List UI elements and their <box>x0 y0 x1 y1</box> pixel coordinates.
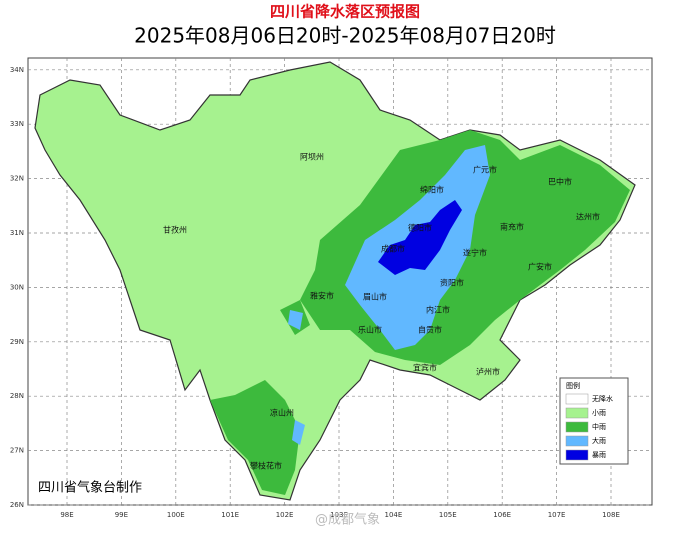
lat-tick-label: 29N <box>10 338 24 346</box>
lat-tick-label: 27N <box>10 447 24 455</box>
rainstorm <box>378 200 462 275</box>
lon-tick-label: 107E <box>548 511 566 519</box>
city-label: 达州市 <box>576 212 600 222</box>
lat-tick-label: 31N <box>10 229 24 237</box>
city-label: 绵阳市 <box>420 185 444 195</box>
lon-tick-label: 105E <box>439 511 457 519</box>
legend-swatch <box>565 407 589 419</box>
city-label: 泸州市 <box>476 367 500 377</box>
legend-swatch <box>565 435 589 447</box>
lon-tick-label: 101E <box>221 511 239 519</box>
city-label: 成都市 <box>381 244 405 254</box>
watermark: @成都气象 <box>315 512 380 528</box>
city-label: 遂宁市 <box>463 248 487 258</box>
subtitle: 2025年08月06日20时-2025年08月07日20时 <box>134 24 556 48</box>
city-label: 自贡市 <box>418 325 442 335</box>
city-label: 南充市 <box>500 222 524 232</box>
city-label: 德阳市 <box>408 223 432 233</box>
lat-tick-label: 28N <box>10 392 24 400</box>
lon-tick-label: 108E <box>602 511 620 519</box>
legend-label: 无降水 <box>592 394 613 403</box>
city-label: 资阳市 <box>440 278 464 288</box>
city-label: 宜宾市 <box>413 363 437 373</box>
city-label: 雅安市 <box>310 291 334 301</box>
legend-box <box>559 377 629 465</box>
city-label: 广元市 <box>473 165 497 175</box>
city-label: 广安市 <box>528 262 552 272</box>
lon-tick-label: 103E <box>330 511 348 519</box>
lat-tick-label: 26N <box>10 501 24 509</box>
lat-tick-label: 32N <box>10 175 24 183</box>
lat-tick-label: 30N <box>10 283 24 291</box>
legend-swatch <box>565 393 589 405</box>
title: 四川省降水落区预报图 <box>270 3 420 21</box>
lon-tick-label: 98E <box>60 511 73 519</box>
lat-tick-label: 33N <box>10 120 24 128</box>
legend-swatch <box>565 449 589 461</box>
legend-label: 中雨 <box>592 422 606 431</box>
legend-title: 图例 <box>566 381 580 390</box>
lon-tick-label: 106E <box>493 511 511 519</box>
legend-label: 暴雨 <box>592 451 606 459</box>
city-label: 内江市 <box>426 305 450 315</box>
lon-tick-label: 102E <box>276 511 294 519</box>
credit: 四川省气象台制作 <box>38 480 142 496</box>
lat-tick-label: 34N <box>10 66 24 74</box>
city-label: 眉山市 <box>363 292 387 302</box>
lon-tick-label: 99E <box>115 511 128 519</box>
lon-tick-label: 104E <box>385 511 403 519</box>
city-label: 乐山市 <box>358 325 382 335</box>
city-label: 甘孜州 <box>163 225 187 235</box>
legend-label: 小雨 <box>592 408 606 417</box>
city-label: 巴中市 <box>548 177 572 187</box>
city-label: 攀枝花市 <box>250 461 282 471</box>
legend-swatch <box>565 421 589 433</box>
city-label: 凉山州 <box>270 408 294 418</box>
lon-tick-label: 100E <box>167 511 185 519</box>
city-label: 阿坝州 <box>300 153 324 162</box>
legend-label: 大雨 <box>592 436 606 445</box>
